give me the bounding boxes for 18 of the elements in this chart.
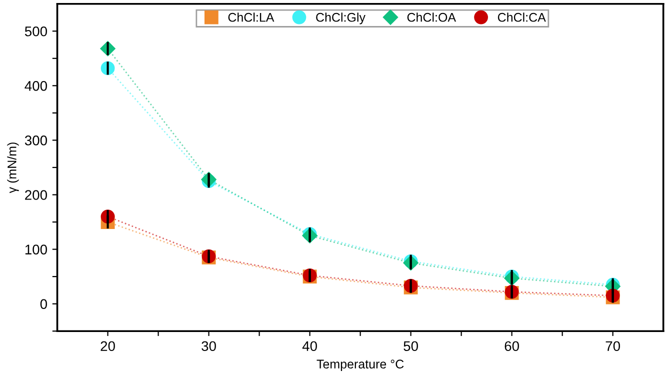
x-tick-label: 20 (100, 341, 115, 352)
y-tick-label: 200 (25, 190, 48, 200)
legend-label: ChCl:OA (407, 12, 456, 22)
x-tick-label: 40 (302, 341, 317, 352)
y-tick-label: 100 (25, 244, 48, 254)
x-tick-label: 60 (504, 341, 520, 352)
legend-label: ChCl:LA (228, 12, 274, 22)
legend-label: ChCl:Gly (316, 12, 366, 24)
x-tick-label: 70 (606, 341, 620, 352)
y-tick-label: 300 (24, 136, 48, 146)
y-tick-label: 500 (24, 26, 48, 36)
y-tick-label: 0 (40, 299, 48, 309)
x-axis-title: Temperature °C (316, 360, 404, 371)
legend-label: ChCl:CA (498, 12, 546, 22)
x-tick-label: 30 (202, 341, 216, 352)
y-axis-title: γ (mN/m) (7, 142, 19, 194)
x-tick-label: 50 (404, 341, 418, 352)
y-tick-label: 400 (24, 80, 48, 91)
